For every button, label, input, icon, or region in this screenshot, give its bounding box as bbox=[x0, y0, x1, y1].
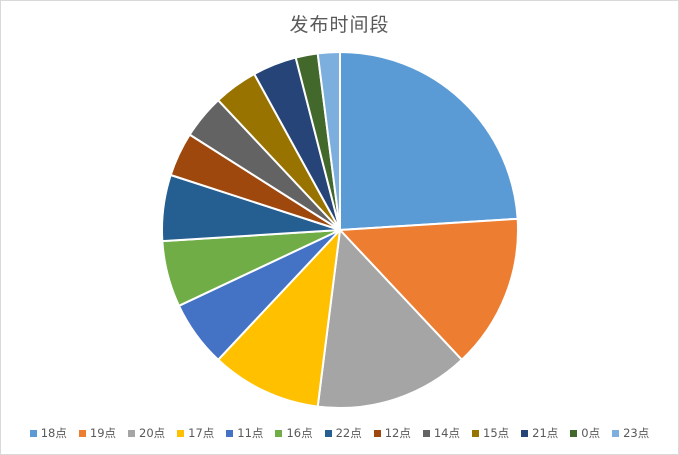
legend-swatch bbox=[422, 429, 430, 437]
legend-label: 14点 bbox=[433, 426, 460, 440]
legend-label: 11点 bbox=[237, 426, 264, 440]
legend-label: 21点 bbox=[532, 426, 559, 440]
legend-label: 23点 bbox=[623, 426, 650, 440]
legend-item: 22点 bbox=[324, 425, 362, 441]
pie-slice-23点 bbox=[316, 50, 341, 231]
legend-swatch bbox=[128, 429, 136, 437]
legend-label: 15点 bbox=[483, 426, 510, 440]
chart-legend: 18点 19点 20点 17点 11点 16点 22点 12点 14点 15点 21点 0点 23点 bbox=[1, 425, 678, 441]
legend-item: 15点 bbox=[472, 425, 509, 441]
legend-item: 12点 bbox=[373, 425, 411, 441]
legend-item: 11点 bbox=[226, 425, 263, 441]
legend-swatch bbox=[521, 429, 529, 437]
legend-item: 14点 bbox=[422, 425, 460, 441]
legend-item: 23点 bbox=[612, 425, 649, 441]
legend-label: 20点 bbox=[139, 426, 166, 440]
legend-label: 19点 bbox=[89, 426, 117, 440]
chart-title: 发布时间段 bbox=[289, 14, 390, 36]
legend-item: 17点 bbox=[177, 425, 214, 441]
legend-swatch bbox=[78, 429, 86, 437]
legend-item: 21点 bbox=[521, 425, 558, 441]
legend-swatch bbox=[226, 429, 234, 437]
legend-label: 16点 bbox=[286, 426, 313, 440]
legend-swatch bbox=[570, 429, 578, 437]
legend-swatch bbox=[177, 429, 185, 437]
legend-swatch bbox=[612, 429, 620, 437]
pie-slice-19点 bbox=[339, 217, 519, 361]
pie-slice-20点 bbox=[316, 229, 463, 409]
legend-label: 0点 bbox=[581, 426, 601, 440]
legend-label: 12点 bbox=[384, 426, 411, 440]
legend-label: 17点 bbox=[188, 426, 215, 440]
legend-swatch bbox=[275, 429, 283, 437]
legend-swatch bbox=[472, 429, 479, 437]
legend-swatch bbox=[324, 429, 332, 437]
legend-label: 22点 bbox=[335, 426, 362, 440]
legend-swatch bbox=[373, 429, 381, 437]
pie-slice-17点 bbox=[217, 229, 341, 408]
legend-swatch bbox=[29, 429, 37, 437]
legend-item: 19点 bbox=[78, 425, 117, 441]
legend-item: 18点 bbox=[29, 425, 67, 441]
legend-item: 16点 bbox=[275, 425, 313, 441]
legend-item: 20点 bbox=[128, 425, 165, 441]
legend-item: 0点 bbox=[570, 425, 600, 441]
legend-label: 18点 bbox=[40, 426, 67, 440]
pie-slice-18点 bbox=[339, 51, 519, 231]
